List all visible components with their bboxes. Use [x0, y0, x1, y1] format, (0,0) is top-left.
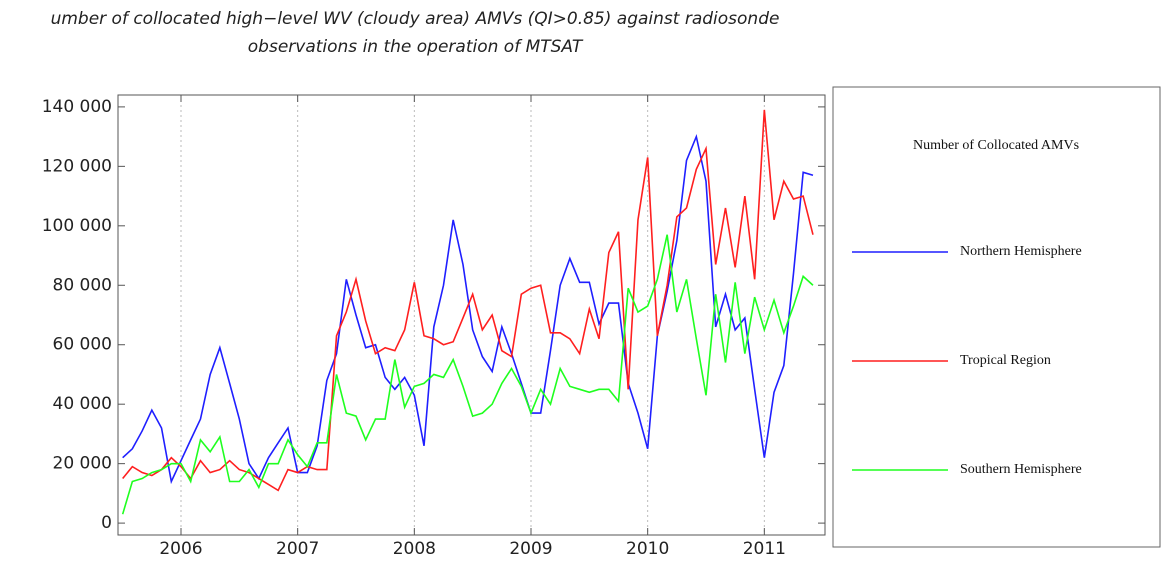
legend-label: Tropical Region: [960, 353, 1051, 368]
series-line: [122, 133, 814, 485]
x-tick-label: 2008: [393, 539, 436, 559]
y-tick-label: 20 000: [53, 454, 112, 474]
x-tick-label: 2007: [276, 539, 319, 559]
chart-subtitle: observations in the operation of MTSAT: [248, 37, 584, 57]
legend-box: [832, 86, 1161, 548]
y-tick-label: 140 000: [42, 97, 112, 117]
x-tick-label: 2006: [159, 539, 202, 559]
y-tick-label: 100 000: [42, 216, 112, 236]
y-tick-label: 60 000: [53, 335, 112, 355]
y-tick-label: 120 000: [42, 156, 112, 176]
chart-title: umber of collocated high−level WV (cloud…: [51, 9, 780, 29]
legend-label: Southern Hemisphere: [960, 462, 1082, 477]
plot-frame: [117, 94, 826, 536]
y-tick-label: 80 000: [53, 275, 112, 295]
series-line: [121, 234, 814, 515]
legend-title: Number of Collocated AMVs: [913, 138, 1079, 153]
x-tick-label: 2011: [743, 539, 786, 559]
y-tick-label: 40 000: [53, 394, 112, 414]
legend-label: Northern Hemisphere: [960, 244, 1082, 259]
series-line: [122, 109, 814, 492]
x-tick-label: 2010: [626, 539, 669, 559]
x-tick-label: 2009: [509, 539, 552, 559]
y-tick-label: 0: [101, 513, 112, 533]
